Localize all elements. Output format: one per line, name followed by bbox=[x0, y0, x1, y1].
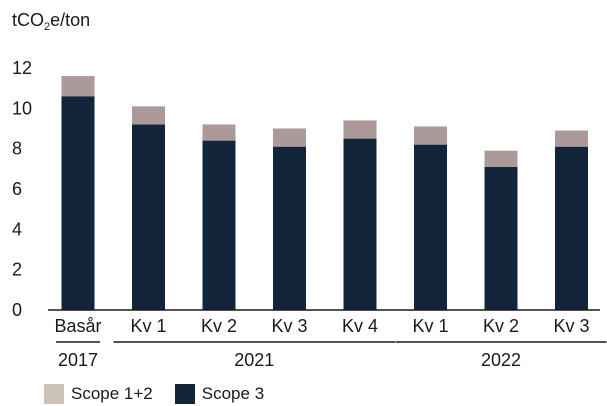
bar-scope-3-7 bbox=[555, 146, 588, 310]
x-tick-label-6: Kv 2 bbox=[483, 316, 519, 336]
x-tick-label-2: Kv 2 bbox=[201, 316, 237, 336]
bar-scope-1-2-3 bbox=[273, 128, 306, 147]
bar-scope-1-2-0 bbox=[61, 76, 95, 97]
bar-scope-1-2-2 bbox=[202, 124, 236, 141]
x-tick-label-5: Kv 1 bbox=[412, 316, 448, 336]
group-label-2017: 2017 bbox=[58, 350, 98, 370]
x-tick-label-1: Kv 1 bbox=[130, 316, 166, 336]
bar-scope-3-5 bbox=[414, 144, 447, 310]
bar-scope-3-1 bbox=[132, 124, 165, 310]
legend-label-scope-1-2: Scope 1+2 bbox=[71, 384, 153, 403]
y-tick-label-0: 0 bbox=[12, 300, 22, 320]
bar-scope-1-2-5 bbox=[414, 126, 447, 145]
group-label-2022: 2022 bbox=[481, 350, 521, 370]
y-tick-label-8: 8 bbox=[12, 139, 22, 159]
bar-scope-3-0 bbox=[61, 96, 95, 310]
bar-scope-3-2 bbox=[202, 140, 236, 310]
bar-scope-3-4 bbox=[343, 138, 377, 310]
y-tick-label-12: 12 bbox=[12, 58, 32, 78]
bar-scope-3-6 bbox=[484, 166, 518, 310]
stacked-bar-chart: 0 2 4 6 8 10 12 Basår Kv 1 Kv 2 Kv 3 Kv 4 Kv 1 Kv 2 Kv… bbox=[12, 58, 607, 370]
y-tick-label-4: 4 bbox=[12, 219, 22, 239]
x-tick-label-0: Basår bbox=[54, 316, 101, 336]
legend-swatch-scope-1-2 bbox=[44, 384, 64, 404]
legend-swatch-scope-3 bbox=[174, 384, 195, 404]
y-tick-label-10: 10 bbox=[12, 98, 32, 118]
legend-item-scope-3: Scope 3 bbox=[174, 384, 265, 404]
y-tick-label-2: 2 bbox=[12, 260, 22, 280]
group-label-2021: 2021 bbox=[234, 350, 274, 370]
x-tick-label-4: Kv 4 bbox=[342, 316, 378, 336]
legend: Scope 1+2 Scope 3 bbox=[44, 384, 286, 404]
y-unit-label: tCO2e/ton bbox=[12, 10, 91, 33]
y-tick-label-6: 6 bbox=[12, 179, 22, 199]
bar-scope-1-2-7 bbox=[555, 130, 588, 147]
legend-item-scope-1-2: Scope 1+2 bbox=[44, 384, 153, 404]
bar-scope-3-3 bbox=[273, 146, 306, 310]
bar-scope-1-2-6 bbox=[484, 150, 518, 167]
x-tick-label-7: Kv 3 bbox=[553, 316, 589, 336]
x-tick-label-3: Kv 3 bbox=[271, 316, 307, 336]
legend-label-scope-3: Scope 3 bbox=[201, 384, 265, 403]
bar-scope-1-2-1 bbox=[132, 106, 165, 125]
bar-scope-1-2-4 bbox=[343, 120, 377, 139]
